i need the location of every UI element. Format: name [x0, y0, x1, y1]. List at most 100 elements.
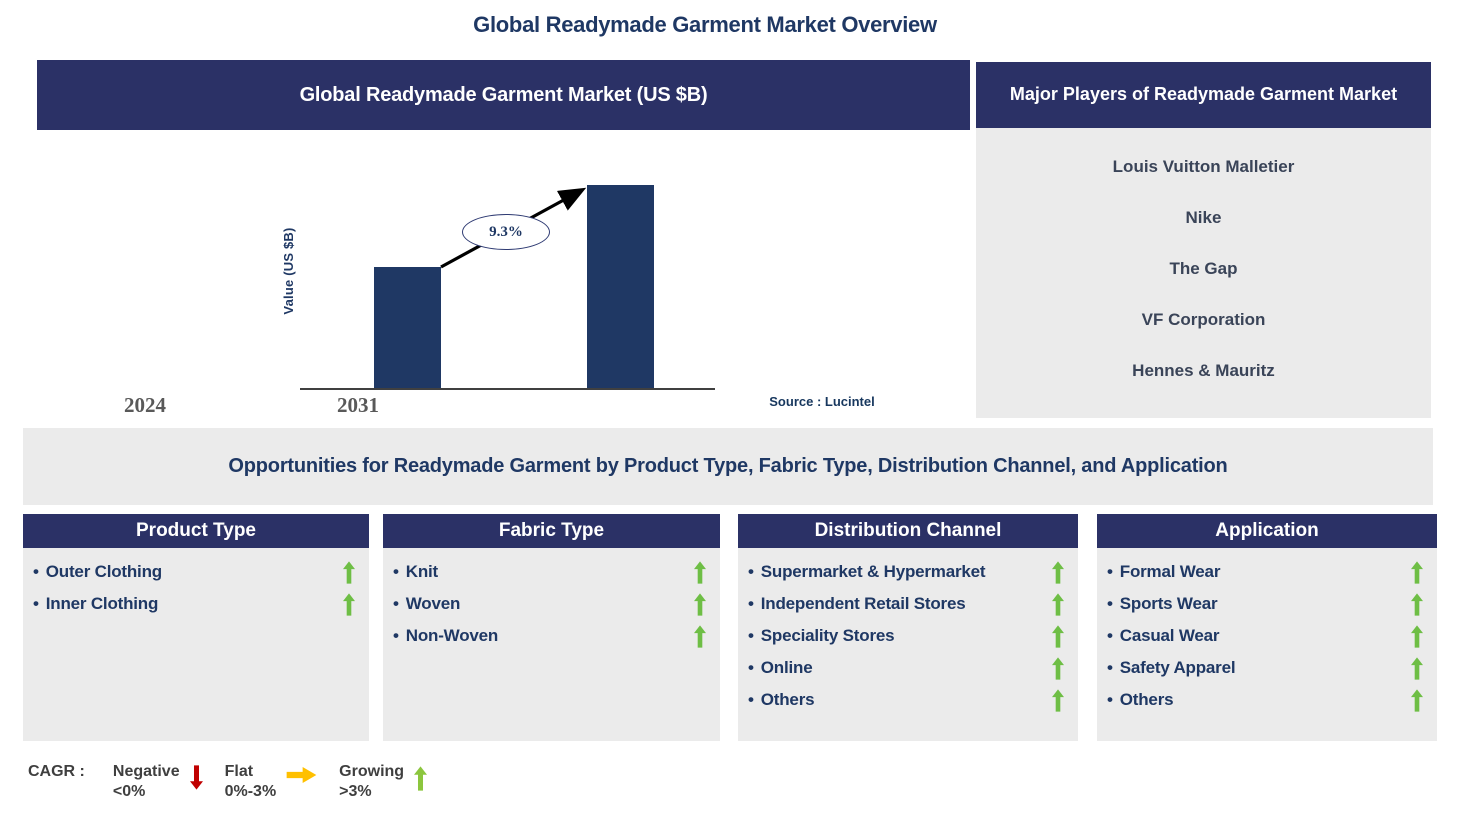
plot-area: 9.3% [300, 130, 715, 390]
players-list: Louis Vuitton Malletier Nike The Gap VF … [976, 128, 1431, 418]
list-item: • Others [748, 684, 1064, 716]
bullet: • [1107, 562, 1113, 581]
column-application: Application • Formal Wear • Sports Wear • C… [1097, 514, 1437, 741]
list-item: • Knit [393, 556, 706, 588]
list-item: • Inner Clothing [33, 588, 355, 620]
trend-up-icon [694, 592, 706, 616]
item-label: Woven [405, 594, 461, 613]
list-item: • Sports Wear [1107, 588, 1423, 620]
bullet: • [1107, 690, 1113, 709]
legend-range: >3% [339, 783, 372, 800]
bullet: • [393, 626, 399, 645]
column-product-type: Product Type • Outer Clothing • Inner Clot… [23, 514, 369, 741]
players-panel: Major Players of Readymade Garment Marke… [976, 62, 1431, 418]
page-title: Global Readymade Garment Market Overview [473, 12, 937, 37]
source-label: Source : Lucintel [769, 394, 875, 409]
list-item: • Online [748, 652, 1064, 684]
bullet: • [1107, 594, 1113, 613]
legend-name: Flat [224, 763, 254, 780]
bullet: • [748, 562, 754, 581]
chart-panel-header: Global Readymade Garment Market (US $B) [37, 60, 970, 130]
legend-entry-negative: Negative <0% [113, 762, 203, 802]
item-label: Supermarket & Hypermarket [760, 562, 986, 581]
trend-up-icon [1411, 656, 1423, 680]
column-body: • Knit • Woven • Non-Woven [383, 548, 720, 741]
bar-2024 [374, 267, 441, 388]
item-label: Others [1119, 690, 1174, 709]
legend-entry-flat: Flat 0%-3% [225, 762, 318, 802]
item-label: Others [760, 690, 815, 709]
item-label: Speciality Stores [760, 626, 895, 645]
cagr-ellipse: 9.3% [462, 214, 550, 250]
trend-up-icon [1411, 624, 1423, 648]
legend-name: Growing [339, 763, 405, 780]
item-label: Inner Clothing [45, 594, 159, 613]
cagr-legend: CAGR : Negative <0% Flat 0%-3% Growing >… [28, 762, 449, 802]
bullet: • [748, 594, 754, 613]
list-item: • Others [1107, 684, 1423, 716]
player-item: The Gap [1169, 258, 1238, 278]
up-arrow-icon [414, 766, 428, 791]
x-tick-2031: 2031 [337, 393, 379, 417]
bullet: • [748, 690, 754, 709]
list-item: • Woven [393, 588, 706, 620]
trend-up-icon [1411, 592, 1423, 616]
item-label: Outer Clothing [45, 562, 162, 581]
right-arrow-icon [286, 767, 317, 783]
player-item: Louis Vuitton Malletier [1112, 157, 1295, 177]
list-item: • Non-Woven [393, 620, 706, 652]
item-label: Independent Retail Stores [760, 594, 966, 613]
column-header: Application [1097, 514, 1437, 548]
bullet: • [1107, 626, 1113, 645]
column-body: • Formal Wear • Sports Wear • Casual Wear •… [1097, 548, 1437, 741]
trend-up-icon [343, 560, 355, 584]
bullet: • [1107, 658, 1113, 677]
opportunities-banner: Opportunities for Readymade Garment by P… [23, 428, 1433, 505]
list-item: • Outer Clothing [33, 556, 355, 588]
bullet: • [393, 562, 399, 581]
cagr-value: 9.3% [489, 223, 523, 240]
legend-entry-growing: Growing >3% [339, 762, 428, 802]
item-label: Sports Wear [1119, 594, 1218, 613]
market-bar-chart: Value (US $B) 9.3% 2024 2031 Source : Lu… [37, 130, 970, 420]
trend-up-icon [1052, 656, 1064, 680]
player-item: VF Corporation [1141, 309, 1266, 329]
trend-up-icon [1052, 592, 1064, 616]
list-item: • Independent Retail Stores [748, 588, 1064, 620]
column-body: • Supermarket & Hypermarket • Independent … [738, 548, 1078, 741]
bullet: • [748, 658, 754, 677]
trend-up-icon [694, 624, 706, 648]
trend-up-icon [343, 592, 355, 616]
bullet: • [33, 594, 39, 613]
column-header: Fabric Type [383, 514, 720, 548]
item-label: Non-Woven [405, 626, 499, 645]
item-label: Formal Wear [1119, 562, 1221, 581]
column-distribution-channel: Distribution Channel • Supermarket & Hype… [738, 514, 1078, 741]
trend-up-icon [1052, 688, 1064, 712]
x-tick-2024: 2024 [124, 393, 166, 417]
column-header: Product Type [23, 514, 369, 548]
trend-up-icon [1052, 560, 1064, 584]
y-axis-label: Value (US $B) [280, 227, 296, 315]
player-item: Hennes & Mauritz [1132, 360, 1275, 380]
legend-range: <0% [112, 783, 146, 800]
trend-up-icon [1411, 688, 1423, 712]
trend-up-icon [694, 560, 706, 584]
players-panel-header: Major Players of Readymade Garment Marke… [976, 62, 1431, 128]
list-item: • Safety Apparel [1107, 652, 1423, 684]
growth-arrow [440, 187, 587, 269]
item-label: Casual Wear [1119, 626, 1220, 645]
player-item: Nike [1185, 208, 1222, 228]
column-header: Distribution Channel [738, 514, 1078, 548]
item-label: Knit [405, 562, 439, 581]
column-body: • Outer Clothing • Inner Clothing [23, 548, 369, 741]
list-item: • Casual Wear [1107, 620, 1423, 652]
item-label: Safety Apparel [1119, 658, 1236, 677]
list-item: • Speciality Stores [748, 620, 1064, 652]
legend-range: 0%-3% [224, 783, 277, 800]
cagr-legend-label: CAGR : [28, 763, 85, 780]
legend-name: Negative [112, 763, 180, 780]
bullet: • [33, 562, 39, 581]
bullet: • [748, 626, 754, 645]
